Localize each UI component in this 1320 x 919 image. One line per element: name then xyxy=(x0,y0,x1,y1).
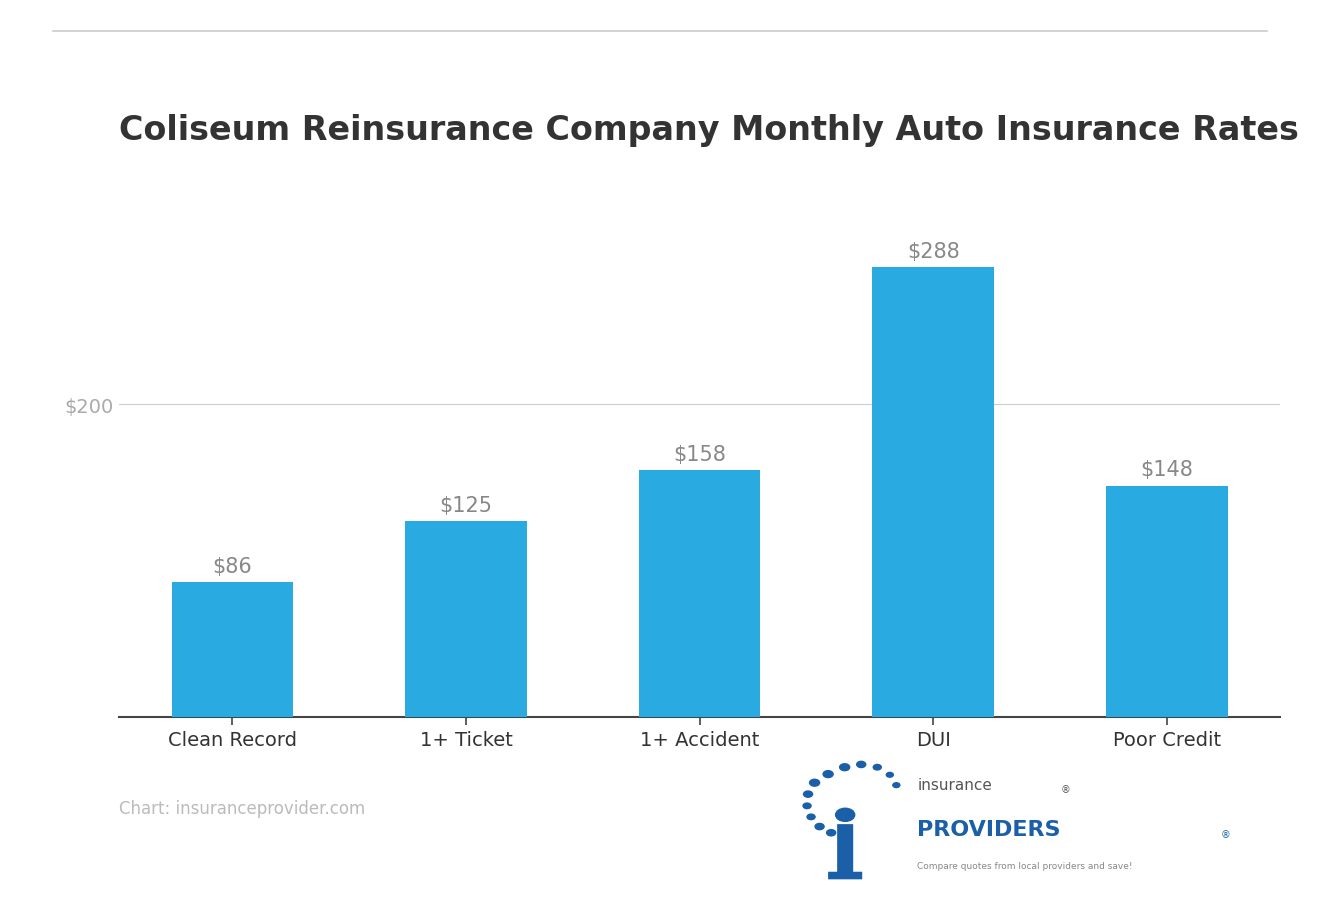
FancyBboxPatch shape xyxy=(837,824,853,876)
Circle shape xyxy=(840,834,849,839)
Circle shape xyxy=(892,783,900,788)
Text: $86: $86 xyxy=(213,557,252,576)
Circle shape xyxy=(886,773,894,777)
Bar xyxy=(873,267,994,717)
Text: $158: $158 xyxy=(673,444,726,464)
Circle shape xyxy=(874,765,882,770)
Text: Coliseum Reinsurance Company Monthly Auto Insurance Rates: Coliseum Reinsurance Company Monthly Aut… xyxy=(119,114,1299,147)
Text: $288: $288 xyxy=(907,242,960,261)
Text: insurance: insurance xyxy=(917,777,993,792)
Text: Chart: insuranceprovider.com: Chart: insuranceprovider.com xyxy=(119,800,366,818)
Circle shape xyxy=(836,809,855,822)
Bar xyxy=(172,583,293,717)
Text: ®: ® xyxy=(1221,829,1230,839)
Circle shape xyxy=(809,779,820,787)
Bar xyxy=(639,471,760,717)
Circle shape xyxy=(814,823,824,830)
Bar xyxy=(405,522,527,717)
Bar xyxy=(1106,486,1228,717)
Circle shape xyxy=(824,771,833,777)
Circle shape xyxy=(840,764,850,771)
Circle shape xyxy=(807,814,814,820)
Text: ®: ® xyxy=(1060,785,1071,795)
Circle shape xyxy=(857,762,866,767)
Text: $148: $148 xyxy=(1140,460,1193,480)
Text: PROVIDERS: PROVIDERS xyxy=(917,820,1061,839)
FancyBboxPatch shape xyxy=(828,872,862,879)
Circle shape xyxy=(826,830,836,836)
Circle shape xyxy=(804,791,813,798)
Circle shape xyxy=(803,803,810,809)
Text: Compare quotes from local providers and save!: Compare quotes from local providers and … xyxy=(917,861,1133,870)
Text: $125: $125 xyxy=(440,495,492,516)
